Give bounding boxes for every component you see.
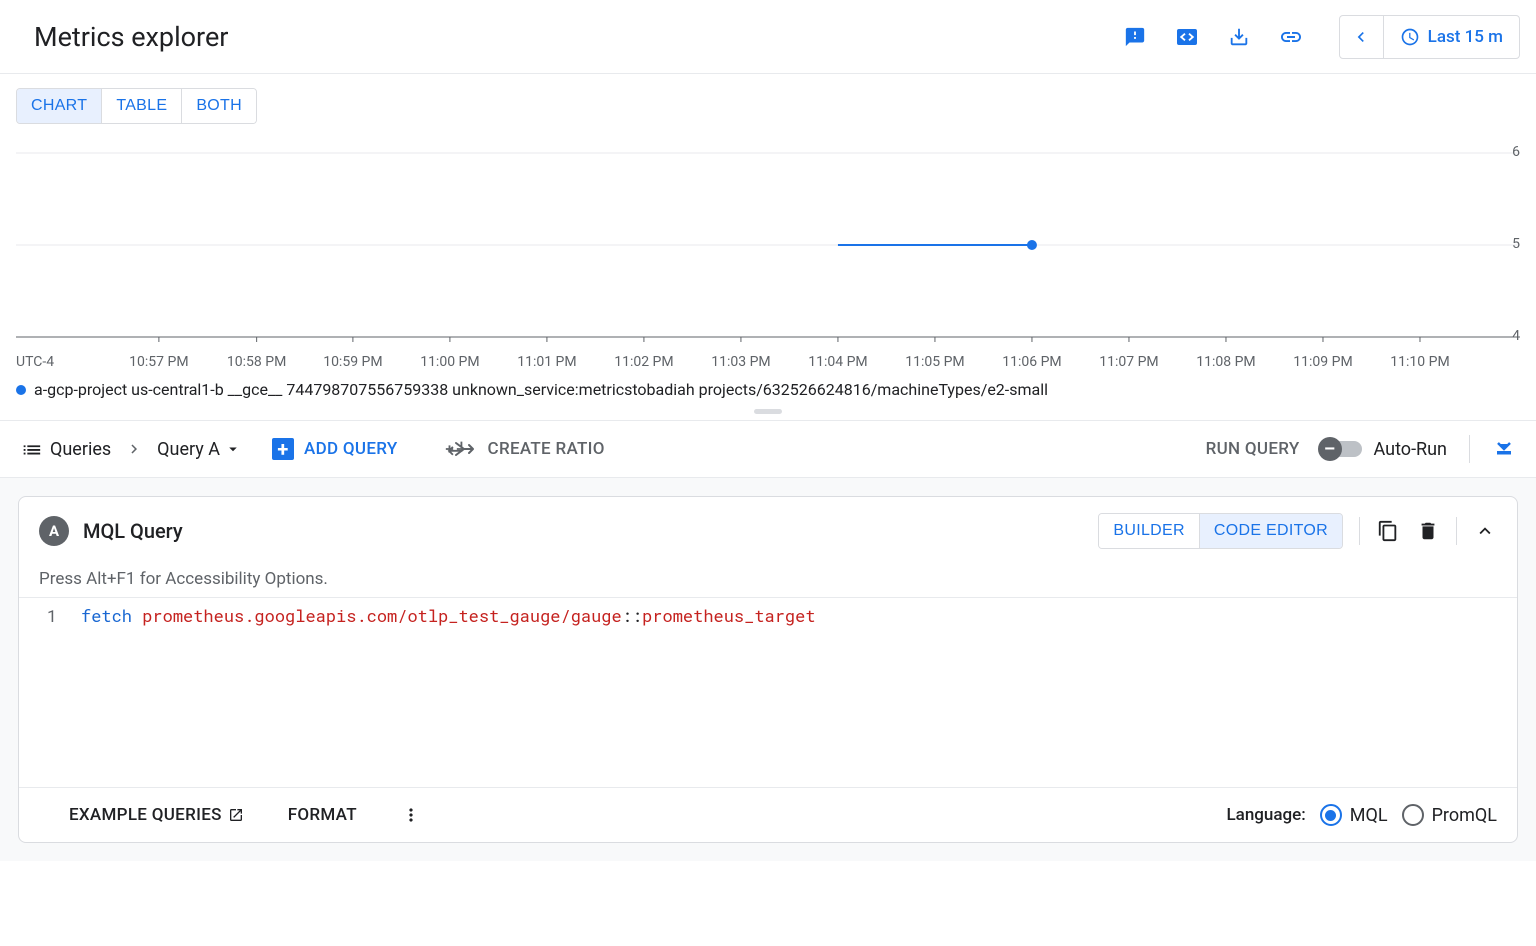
- clock-icon: [1400, 27, 1420, 47]
- radio-promql[interactable]: PromQL: [1402, 804, 1497, 826]
- query-toolbar: Queries Query A + ADD QUERY CREATE RATIO…: [0, 420, 1536, 478]
- dropdown-arrow-icon: [224, 440, 242, 458]
- more-vert-icon: [401, 805, 421, 825]
- divider: [1359, 517, 1360, 545]
- feedback-icon[interactable]: [1123, 25, 1147, 49]
- x-tick-label: 11:00 PM: [420, 354, 479, 370]
- editor-footer: EXAMPLE QUERIES FORMAT Language: MQL Pro…: [19, 787, 1517, 842]
- divider: [1469, 435, 1470, 463]
- x-tick-label: 10:57 PM: [129, 354, 188, 370]
- switch-thumb: –: [1318, 437, 1342, 461]
- query-selector[interactable]: Query A: [157, 439, 242, 460]
- line-number: 1: [19, 604, 57, 627]
- queries-breadcrumb[interactable]: Queries: [20, 438, 111, 460]
- merge-arrow-icon: [454, 439, 478, 459]
- time-range-label[interactable]: Last 15 m: [1384, 27, 1519, 47]
- query-toolbar-right: RUN QUERY – Auto-Run: [1206, 435, 1516, 463]
- builder-mode-button[interactable]: BUILDER: [1099, 514, 1199, 548]
- radio-mql[interactable]: MQL: [1320, 804, 1388, 826]
- x-tick-label: 11:04 PM: [808, 354, 867, 370]
- run-query-button[interactable]: RUN QUERY: [1206, 439, 1300, 459]
- header-actions: Last 15 m: [1123, 15, 1520, 59]
- plus-icon: +: [272, 438, 294, 460]
- legend-marker: [16, 385, 26, 395]
- x-tick-label: 10:59 PM: [323, 354, 382, 370]
- editor-header: A MQL Query BUILDER CODE EDITOR: [19, 497, 1517, 565]
- resize-handle[interactable]: [0, 409, 1536, 414]
- chart-container: 4 5 6: [16, 92, 1520, 352]
- copy-icon[interactable]: [1376, 519, 1400, 543]
- accessibility-hint: Press Alt+F1 for Accessibility Options.: [19, 565, 1517, 597]
- time-range-selector[interactable]: Last 15 m: [1339, 15, 1520, 59]
- more-options-button[interactable]: [401, 805, 421, 825]
- y-tick-label: 6: [1512, 144, 1520, 160]
- chevron-left-icon[interactable]: [1340, 15, 1384, 59]
- language-label: Language:: [1226, 805, 1305, 825]
- format-button[interactable]: FORMAT: [288, 805, 357, 825]
- x-tick-label: 11:06 PM: [1002, 354, 1061, 370]
- x-axis-labels: UTC-4 10:57 PM 10:58 PM 10:59 PM 11:00 PM 11…: [16, 354, 1520, 374]
- example-queries-button[interactable]: EXAMPLE QUERIES: [69, 805, 244, 825]
- radio-circle: [1402, 804, 1424, 826]
- radio-circle-checked: [1320, 804, 1342, 826]
- link-icon[interactable]: [1279, 25, 1303, 49]
- token-keyword: fetch: [81, 604, 132, 627]
- download-icon[interactable]: [1227, 25, 1251, 49]
- timezone-label: UTC-4: [16, 354, 54, 370]
- page-title: Metrics explorer: [34, 21, 228, 53]
- x-tick-label: 11:02 PM: [614, 354, 673, 370]
- x-tick-label: 11:09 PM: [1293, 354, 1352, 370]
- time-range-text: Last 15 m: [1428, 27, 1503, 47]
- token-operator: ::: [622, 604, 642, 627]
- x-tick-label: 11:01 PM: [517, 354, 576, 370]
- auto-run-toggle[interactable]: – Auto-Run: [1322, 439, 1447, 460]
- line-gutter: 1: [19, 598, 69, 787]
- x-tick-label: 11:07 PM: [1099, 354, 1158, 370]
- x-tick-label: 11:10 PM: [1390, 354, 1449, 370]
- delete-icon[interactable]: [1416, 519, 1440, 543]
- query-editor-card: A MQL Query BUILDER CODE EDITOR: [18, 496, 1518, 843]
- editor-panel: A MQL Query BUILDER CODE EDITOR: [0, 478, 1536, 861]
- switch-track: –: [1322, 441, 1362, 457]
- divider: [1456, 517, 1457, 545]
- list-icon: [20, 438, 42, 460]
- x-tick-label: 11:08 PM: [1196, 354, 1255, 370]
- line-chart: [16, 92, 1520, 352]
- token-target: prometheus_target: [642, 604, 815, 627]
- chevron-right-icon: [125, 440, 143, 458]
- token-path: prometheus.googleapis.com/otlp_test_gaug…: [142, 604, 621, 627]
- x-tick-label: 11:05 PM: [905, 354, 964, 370]
- page-header: Metrics explorer Last 15 m: [0, 0, 1536, 74]
- external-link-icon: [228, 807, 244, 823]
- add-query-button[interactable]: + ADD QUERY: [272, 438, 398, 460]
- chart-legend: a-gcp-project us-central1-b __gce__ 7447…: [16, 380, 1520, 399]
- editor-mode-toggle: BUILDER CODE EDITOR: [1098, 513, 1343, 549]
- x-tick-label: 11:03 PM: [711, 354, 770, 370]
- auto-run-label: Auto-Run: [1374, 439, 1447, 460]
- query-toolbar-left: Queries Query A + ADD QUERY CREATE RATIO: [20, 438, 605, 460]
- editor-header-actions: BUILDER CODE EDITOR: [1098, 513, 1497, 549]
- legend-text: a-gcp-project us-central1-b __gce__ 7447…: [34, 380, 1048, 399]
- create-ratio-button[interactable]: CREATE RATIO: [444, 438, 605, 460]
- collapse-icon[interactable]: [1473, 519, 1497, 543]
- y-tick-label: 4: [1512, 328, 1520, 344]
- code-content[interactable]: fetch prometheus.googleapis.com/otlp_tes…: [69, 598, 1517, 787]
- collapse-down-button[interactable]: [1492, 435, 1516, 463]
- chart-area: CHART TABLE BOTH 456 UTC-4 10:57 PM10:58…: [0, 74, 1536, 403]
- editor-title: MQL Query: [83, 519, 183, 543]
- query-badge: A: [39, 516, 69, 546]
- code-icon[interactable]: [1175, 25, 1199, 49]
- y-tick-label: 5: [1512, 236, 1520, 252]
- language-selector: Language: MQL PromQL: [1226, 804, 1497, 826]
- code-editor-mode-button[interactable]: CODE EDITOR: [1200, 514, 1342, 548]
- x-tick-label: 10:58 PM: [227, 354, 286, 370]
- code-editor[interactable]: 1 fetch prometheus.googleapis.com/otlp_t…: [19, 597, 1517, 787]
